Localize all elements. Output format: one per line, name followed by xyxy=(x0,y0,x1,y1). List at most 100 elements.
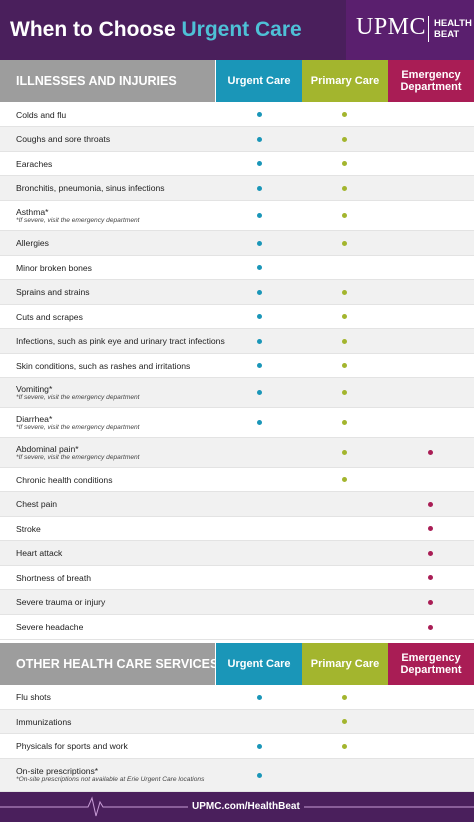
row-label-text: Flu shots xyxy=(16,692,51,702)
urgent-dot-icon xyxy=(257,136,262,142)
table-row: Severe trauma or injury xyxy=(0,590,474,615)
row-label: Immunizations xyxy=(16,717,71,727)
column-emergency-department: Emergency Department xyxy=(388,643,474,685)
row-label-text: Colds and flu xyxy=(16,109,67,120)
urgent-dot-icon xyxy=(257,213,262,218)
row-label-text: Stroke xyxy=(16,523,41,534)
table-row: Asthma* *If severe, visit the emergency d… xyxy=(0,201,474,231)
row-label: Vomiting* *If severe, visit the emergency… xyxy=(16,384,140,402)
row-label-text: Chest pain xyxy=(16,499,58,509)
row-footnote: *If severe, visit the emergency departme… xyxy=(16,393,140,401)
table-row: Shortness of breath xyxy=(0,566,474,590)
emergency-dot-icon xyxy=(428,624,433,630)
row-label-text: Diarrhea* xyxy=(16,413,53,424)
row-label: Infections, such as pink eye and urinary… xyxy=(16,336,225,346)
row-label-text: Earaches xyxy=(16,158,53,169)
table-row: Stroke xyxy=(0,517,474,541)
urgent-dot-icon xyxy=(257,390,262,395)
primary-dot-icon xyxy=(342,136,347,142)
urgent-dot-icon xyxy=(257,743,262,749)
row-footnote: *If severe, visit the emergency departme… xyxy=(16,423,140,431)
table-row: Skin conditions, such as rashes and irri… xyxy=(0,354,474,378)
row-label: Heart attack xyxy=(16,548,62,558)
row-label: Asthma* *If severe, visit the emergency d… xyxy=(16,207,140,225)
urgent-dot-icon xyxy=(257,240,262,246)
row-label: Allergies xyxy=(16,238,49,248)
row-label: Severe trauma or injury xyxy=(16,597,105,607)
primary-dot-icon xyxy=(342,289,347,295)
table-row: Abdominal pain* *If severe, visit the eme… xyxy=(0,438,474,468)
urgent-dot-icon xyxy=(257,314,262,319)
emergency-dot-icon xyxy=(428,526,433,531)
row-label-text: Severe headache xyxy=(16,622,84,632)
urgent-dot-icon xyxy=(257,185,262,191)
primary-dot-icon xyxy=(342,743,347,749)
urgent-dot-icon xyxy=(257,363,262,368)
row-label: Abdominal pain* *If severe, visit the eme… xyxy=(16,444,140,462)
table-row: Cuts and scrapes xyxy=(0,305,474,329)
urgent-dot-icon xyxy=(257,112,262,117)
primary-dot-icon xyxy=(342,363,347,368)
row-label: Shortness of breath xyxy=(16,573,91,583)
brand-sub-1: HEALTH xyxy=(434,18,472,29)
emergency-dot-icon xyxy=(428,599,433,605)
urgent-dot-icon xyxy=(257,289,262,295)
table-row: Colds and flu xyxy=(0,103,474,127)
table-row: Earaches xyxy=(0,152,474,176)
primary-dot-icon xyxy=(342,694,347,700)
primary-dot-icon xyxy=(342,213,347,218)
upmc-logo: UPMC HEALTH BEAT xyxy=(346,0,474,60)
row-label: Diarrhea* *If severe, visit the emergency… xyxy=(16,414,140,432)
row-label: Coughs and sore throats xyxy=(16,134,110,144)
row-label-text: Minor broken bones xyxy=(16,262,92,273)
column-emergency-department: Emergency Department xyxy=(388,60,474,102)
primary-dot-icon xyxy=(342,450,347,455)
row-label: Chest pain xyxy=(16,499,57,509)
row-label-text: Chronic health conditions xyxy=(16,474,113,485)
table-row: Allergies xyxy=(0,231,474,256)
primary-dot-icon xyxy=(342,420,347,425)
table-row: Bronchitis, pneumonia, sinus infections xyxy=(0,176,474,201)
table-row: Vomiting* *If severe, visit the emergency… xyxy=(0,378,474,408)
row-label-text: Heart attack xyxy=(16,548,63,558)
row-label: Chronic health conditions xyxy=(16,475,113,485)
table-row: Chest pain xyxy=(0,492,474,517)
urgent-dot-icon xyxy=(257,265,262,270)
primary-dot-icon xyxy=(342,161,347,166)
row-label-text: Physicals for sports and work xyxy=(16,741,128,751)
table-row: On-site prescriptions* *On-site prescript… xyxy=(0,759,474,792)
table-row: Diarrhea* *If severe, visit the emergency… xyxy=(0,408,474,438)
row-label: Colds and flu xyxy=(16,110,66,120)
row-label-text: Cuts and scrapes xyxy=(16,311,83,322)
primary-dot-icon xyxy=(342,314,347,319)
page-header: When to Choose Urgent Care UPMC HEALTH BE… xyxy=(0,0,474,60)
row-label: Severe headache xyxy=(16,622,83,632)
row-label: Skin conditions, such as rashes and irri… xyxy=(16,361,190,371)
table-row: Coughs and sore throats xyxy=(0,127,474,152)
row-label: Physicals for sports and work xyxy=(16,741,128,751)
row-label-text: Sprains and strains xyxy=(16,287,90,297)
page-title: When to Choose Urgent Care xyxy=(10,0,302,60)
row-label: Sprains and strains xyxy=(16,287,90,297)
footer-url[interactable]: UPMC.com/HealthBeat xyxy=(188,792,304,822)
primary-dot-icon xyxy=(342,185,347,191)
title-accent: Urgent Care xyxy=(181,18,302,41)
heartbeat-line-icon xyxy=(0,796,474,817)
table-row: Sprains and strains xyxy=(0,280,474,305)
primary-dot-icon xyxy=(342,112,347,117)
row-label: Earaches xyxy=(16,159,52,169)
page-footer: UPMC.com/HealthBeat xyxy=(0,792,474,822)
row-label-text: Severe trauma or injury xyxy=(16,597,106,607)
row-label-text: Asthma* xyxy=(16,206,49,217)
column-primary-care: Primary Care xyxy=(302,643,388,685)
brand-sub-2: BEAT xyxy=(434,29,460,40)
row-label: On-site prescriptions* *On-site prescript… xyxy=(16,766,204,784)
column-urgent-care: Urgent Care xyxy=(216,60,302,102)
urgent-dot-icon xyxy=(257,694,262,700)
urgent-dot-icon xyxy=(257,338,262,344)
brand-name: UPMC xyxy=(356,14,427,40)
row-label: Bronchitis, pneumonia, sinus infections xyxy=(16,183,165,193)
emergency-dot-icon xyxy=(428,450,433,455)
table-row: Severe headache xyxy=(0,615,474,640)
table-row: Minor broken bones xyxy=(0,256,474,280)
